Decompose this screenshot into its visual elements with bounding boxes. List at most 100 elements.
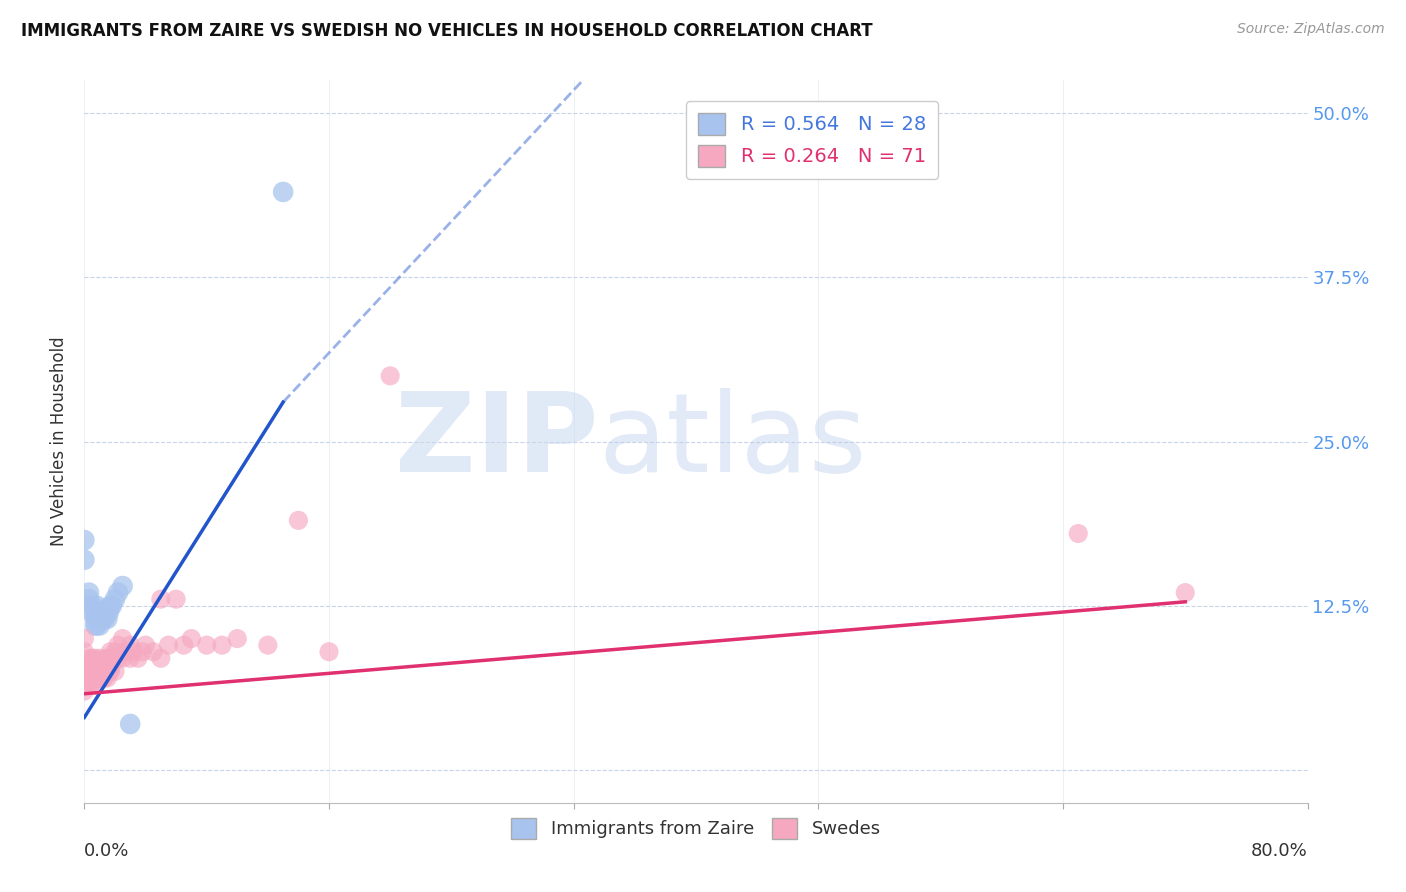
Point bbox=[120, 651, 142, 665]
Text: 80.0%: 80.0% bbox=[1251, 842, 1308, 860]
Point bbox=[135, 638, 157, 652]
Point bbox=[80, 677, 103, 691]
Point bbox=[87, 671, 110, 685]
Point bbox=[89, 612, 111, 626]
Point bbox=[103, 651, 125, 665]
Point bbox=[89, 651, 111, 665]
Point bbox=[91, 671, 114, 685]
Point bbox=[142, 645, 165, 659]
Point bbox=[91, 612, 114, 626]
Point bbox=[149, 592, 172, 607]
Point bbox=[73, 665, 96, 679]
Point bbox=[149, 651, 172, 665]
Point bbox=[104, 665, 127, 679]
Point bbox=[380, 368, 402, 383]
Point bbox=[96, 657, 118, 672]
Point bbox=[120, 717, 142, 731]
Point bbox=[122, 645, 145, 659]
Point bbox=[104, 592, 127, 607]
Point bbox=[77, 651, 100, 665]
Point bbox=[73, 533, 96, 547]
Point bbox=[87, 605, 110, 619]
Point bbox=[94, 605, 117, 619]
Point bbox=[90, 671, 112, 685]
Point bbox=[98, 645, 121, 659]
Point bbox=[80, 599, 103, 613]
Point bbox=[77, 665, 100, 679]
Point bbox=[84, 665, 107, 679]
Point bbox=[91, 605, 114, 619]
Point bbox=[111, 651, 134, 665]
Point bbox=[84, 618, 107, 632]
Point bbox=[73, 553, 96, 567]
Point bbox=[89, 605, 111, 619]
Text: Source: ZipAtlas.com: Source: ZipAtlas.com bbox=[1237, 22, 1385, 37]
Point bbox=[80, 605, 103, 619]
Point bbox=[77, 592, 100, 607]
Point bbox=[101, 657, 124, 672]
Point bbox=[91, 657, 114, 672]
Point bbox=[84, 677, 107, 691]
Point bbox=[211, 638, 233, 652]
Point bbox=[73, 671, 96, 685]
Point bbox=[89, 671, 111, 685]
Point bbox=[73, 645, 96, 659]
Point bbox=[93, 612, 115, 626]
Point bbox=[86, 657, 108, 672]
Point bbox=[97, 605, 120, 619]
Point bbox=[73, 657, 96, 672]
Point bbox=[77, 677, 100, 691]
Point bbox=[86, 618, 108, 632]
Point bbox=[73, 632, 96, 646]
Point bbox=[83, 671, 105, 685]
Point bbox=[157, 638, 180, 652]
Point bbox=[89, 665, 111, 679]
Point bbox=[96, 671, 118, 685]
Point bbox=[77, 585, 100, 599]
Point bbox=[120, 638, 142, 652]
Point bbox=[107, 638, 129, 652]
Point bbox=[86, 599, 108, 613]
Point bbox=[97, 665, 120, 679]
Point bbox=[93, 657, 115, 672]
Point bbox=[173, 638, 195, 652]
Point bbox=[195, 638, 218, 652]
Point bbox=[93, 671, 115, 685]
Point bbox=[111, 579, 134, 593]
Point bbox=[83, 657, 105, 672]
Point bbox=[89, 618, 111, 632]
Point bbox=[318, 645, 340, 659]
Point bbox=[107, 651, 129, 665]
Point bbox=[86, 671, 108, 685]
Point bbox=[111, 632, 134, 646]
Text: IMMIGRANTS FROM ZAIRE VS SWEDISH NO VEHICLES IN HOUSEHOLD CORRELATION CHART: IMMIGRANTS FROM ZAIRE VS SWEDISH NO VEHI… bbox=[21, 22, 873, 40]
Y-axis label: No Vehicles in Household: No Vehicles in Household bbox=[51, 336, 69, 547]
Point bbox=[131, 645, 153, 659]
Point bbox=[180, 632, 202, 646]
Point bbox=[79, 657, 101, 672]
Point bbox=[79, 671, 101, 685]
Text: ZIP: ZIP bbox=[395, 388, 598, 495]
Point bbox=[96, 612, 118, 626]
Point bbox=[80, 651, 103, 665]
Point bbox=[1067, 526, 1090, 541]
Point bbox=[127, 651, 149, 665]
Point bbox=[84, 612, 107, 626]
Point bbox=[98, 665, 121, 679]
Point bbox=[84, 651, 107, 665]
Point bbox=[226, 632, 249, 646]
Point bbox=[97, 651, 120, 665]
Point bbox=[101, 599, 124, 613]
Point bbox=[257, 638, 280, 652]
Point bbox=[165, 592, 187, 607]
Point bbox=[94, 651, 117, 665]
Point bbox=[73, 684, 96, 698]
Point bbox=[287, 513, 309, 527]
Point bbox=[107, 585, 129, 599]
Point bbox=[87, 657, 110, 672]
Point bbox=[94, 665, 117, 679]
Legend: Immigrants from Zaire, Swedes: Immigrants from Zaire, Swedes bbox=[503, 811, 889, 846]
Point bbox=[80, 665, 103, 679]
Text: atlas: atlas bbox=[598, 388, 866, 495]
Point bbox=[1174, 585, 1197, 599]
